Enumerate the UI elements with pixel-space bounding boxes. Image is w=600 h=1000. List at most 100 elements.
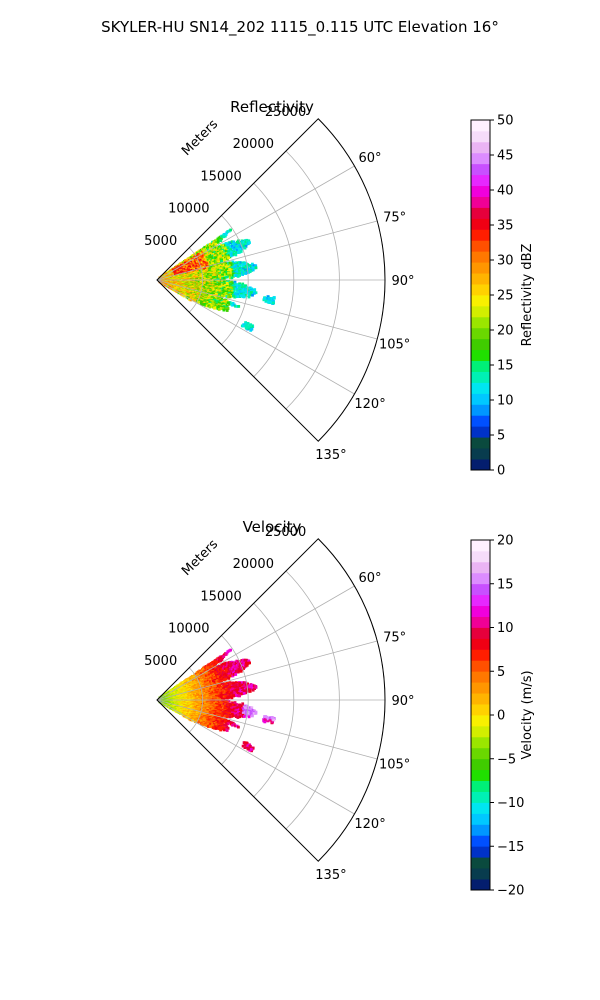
echo-gate — [208, 305, 212, 309]
echo-gate — [238, 694, 241, 698]
echo-gate — [211, 286, 215, 290]
echo-gate — [220, 294, 224, 298]
echo-gate — [230, 287, 233, 291]
echo-gate — [217, 665, 221, 669]
echo-gate — [203, 263, 207, 267]
echo-gate — [263, 297, 266, 300]
echo-gate — [229, 268, 233, 272]
echo-gate — [209, 246, 212, 249]
echo-gate — [214, 254, 218, 258]
colorbar-segment — [471, 426, 490, 438]
colorbar-segment — [471, 437, 490, 449]
echo-gate — [237, 668, 241, 671]
echo-gate — [233, 691, 237, 695]
echo-gate — [245, 689, 249, 693]
echo-gate — [231, 244, 234, 248]
echo-gate — [227, 293, 231, 297]
figure-title: SKYLER-HU SN14_202 1115_0.115 UTC Elevat… — [101, 18, 499, 37]
echo-gate — [224, 257, 228, 261]
echo-gate — [216, 694, 220, 698]
echo-gate — [209, 243, 212, 247]
echo-gate — [229, 688, 233, 692]
echo-gate — [225, 681, 229, 685]
echo-gate — [209, 270, 213, 274]
colorbar-segment — [471, 130, 490, 143]
echo-gate — [228, 704, 232, 708]
echo-gate — [249, 685, 253, 688]
echo-gate — [246, 662, 250, 665]
radial-axis-label: Meters — [179, 117, 221, 159]
echo-gate — [251, 268, 255, 272]
echo-gate — [236, 269, 240, 273]
echo-gate — [235, 703, 238, 707]
echo-gate — [217, 260, 220, 264]
echo-gate — [229, 289, 233, 293]
echo-gate — [247, 659, 251, 663]
echo-gate — [236, 692, 240, 696]
echo-gate — [236, 694, 240, 698]
echo-gate — [227, 295, 230, 299]
echo-gate — [232, 282, 235, 286]
colorbar-segment — [471, 448, 490, 460]
echo-gate — [222, 682, 226, 686]
echo-gate — [225, 289, 228, 292]
echo-gate — [214, 267, 217, 271]
panel-title: Velocity — [243, 518, 302, 536]
echo-gate — [237, 248, 241, 252]
echo-gate — [239, 267, 242, 270]
theta-tick-label: 120° — [354, 397, 385, 412]
echo-gate — [235, 272, 238, 275]
echo-gate — [230, 263, 234, 267]
echo-gate — [211, 254, 215, 258]
echo-gate — [209, 674, 213, 678]
echo-gate — [222, 308, 226, 312]
echo-gate — [226, 685, 230, 689]
echo-gate — [215, 695, 218, 698]
echo-gate — [230, 696, 234, 700]
colorbar-segment — [471, 273, 490, 285]
colorbar-segment — [471, 185, 490, 197]
colorbar-tick-label: 20 — [497, 324, 514, 339]
radial-tick-label: 5000 — [144, 234, 177, 249]
echo-gate — [234, 304, 237, 308]
echo-gate — [228, 662, 232, 666]
colorbar-segment — [471, 305, 490, 318]
echo-gate — [242, 271, 246, 275]
echo-gate — [239, 669, 243, 673]
echo-gate — [223, 234, 227, 238]
echo-gate — [229, 660, 232, 664]
echo-gate — [216, 690, 219, 694]
echo-gate — [229, 228, 232, 232]
echo-gate — [242, 244, 246, 248]
echo-gate — [227, 682, 231, 686]
echo-gate — [241, 702, 245, 706]
echo-gate — [265, 299, 268, 303]
echo-gate — [216, 298, 220, 301]
echo-gate — [195, 293, 199, 297]
echo-gate — [193, 277, 197, 280]
echo-gate — [245, 287, 249, 291]
echo-gate — [236, 707, 240, 710]
echo-gate — [238, 285, 241, 288]
echo-gate — [240, 666, 243, 670]
echo-gate — [245, 286, 249, 290]
echo-gate — [238, 681, 241, 685]
echo-gate — [238, 265, 242, 268]
echo-gate — [267, 297, 271, 301]
echo-gate — [222, 665, 226, 669]
echo-gate — [225, 286, 229, 290]
echo-gate — [244, 262, 248, 265]
echo-gate — [222, 702, 226, 706]
colorbar-segment — [471, 120, 490, 132]
echo-gate — [197, 300, 200, 304]
echo-gate — [266, 300, 270, 304]
echo-gate — [222, 692, 226, 695]
echo-gate — [221, 699, 225, 703]
echo-gate — [243, 291, 247, 295]
echo-gate — [208, 252, 212, 256]
echo-gate — [224, 275, 228, 279]
echo-gate — [236, 660, 239, 664]
echo-gate — [207, 251, 210, 255]
echo-gate — [223, 267, 227, 271]
echo-gate — [242, 687, 246, 691]
